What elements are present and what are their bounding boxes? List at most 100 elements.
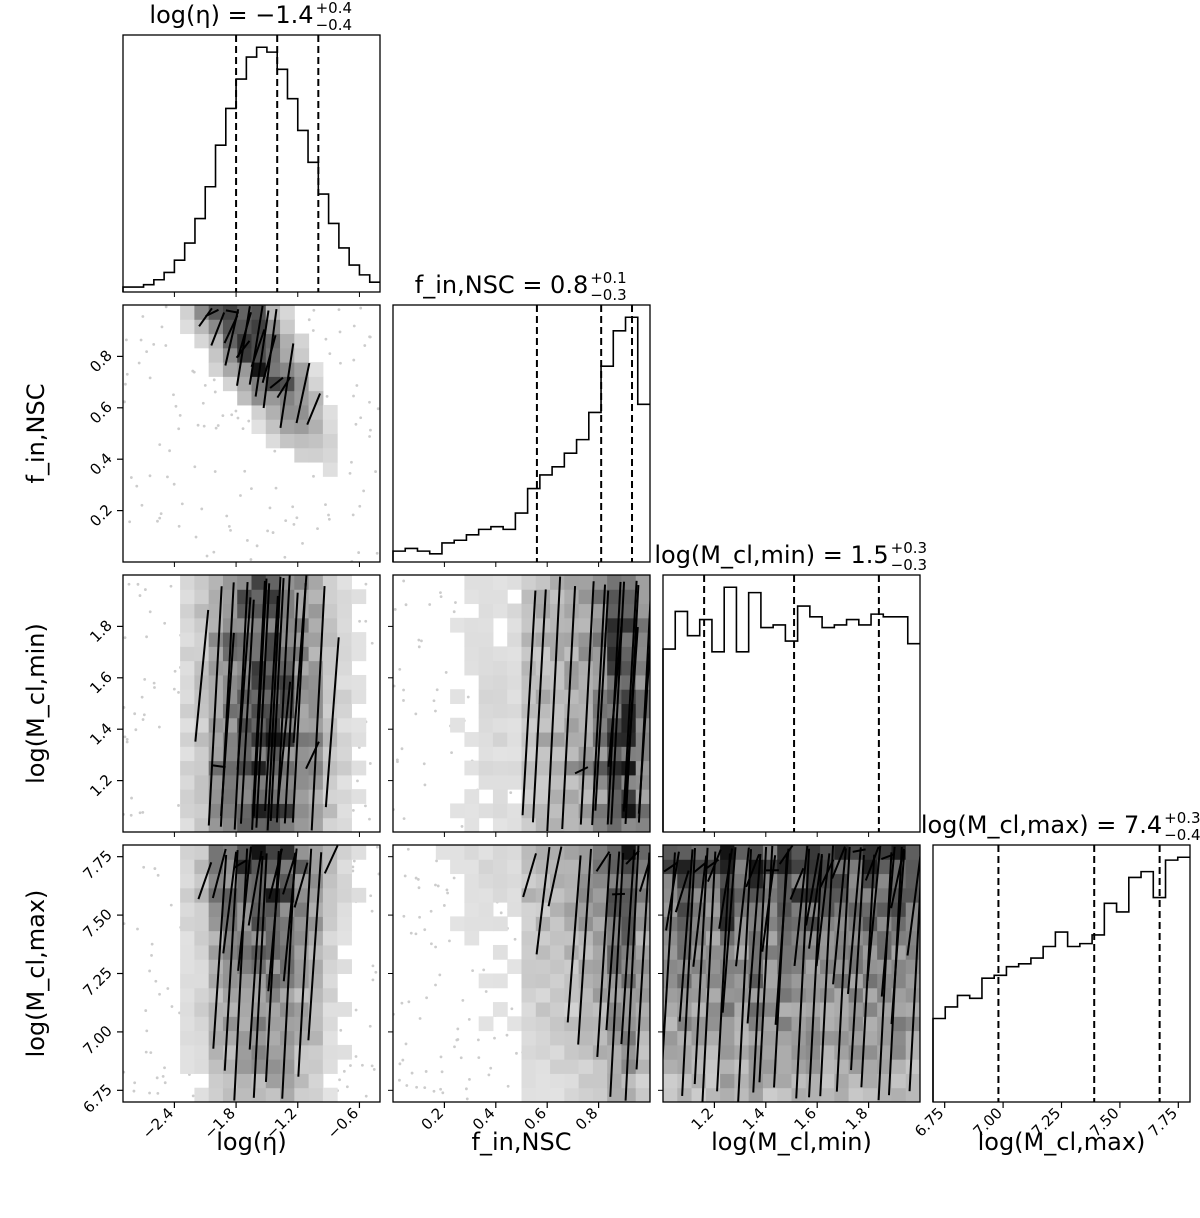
density-cell (208, 632, 224, 647)
density-cell (294, 1087, 310, 1102)
density-cell (265, 1059, 281, 1074)
scatter-point (393, 608, 397, 611)
scatter-point (239, 494, 242, 497)
density-cell (635, 803, 650, 819)
density-cell (351, 887, 367, 903)
density-cell (791, 1016, 807, 1032)
density-cell (478, 887, 494, 903)
density-cell (208, 916, 224, 932)
scatter-point (423, 783, 427, 787)
density-cell (507, 689, 522, 704)
density-cell (492, 717, 508, 733)
density-cell (820, 1044, 835, 1060)
density-cell (550, 930, 565, 946)
density-cell (521, 760, 537, 776)
density-cell (237, 689, 252, 704)
density-cell (564, 789, 580, 804)
density-cell (180, 902, 195, 917)
density-cell (507, 660, 522, 676)
scatter-point (193, 465, 197, 469)
density-cell (322, 1002, 338, 1017)
density-cell (492, 1002, 508, 1017)
density-cell (635, 632, 650, 647)
scatter-point (441, 1091, 445, 1095)
density-cell (834, 1030, 850, 1046)
scatter-point (283, 555, 287, 559)
density-cell (464, 660, 480, 676)
density-cell (337, 746, 352, 762)
density-cell (592, 873, 608, 889)
hist-log_eta (122, 46, 380, 292)
density-cell (180, 589, 195, 605)
scatter-point (452, 876, 456, 880)
density-cell (208, 1044, 224, 1060)
density-cell (265, 987, 281, 1003)
scatter-point (123, 400, 126, 404)
density-cell (308, 887, 324, 903)
contour-level-1 (194, 575, 340, 831)
density-cell (820, 887, 835, 903)
density-cell (564, 689, 580, 704)
density-cell (180, 674, 195, 690)
ytick-label-log_mcl_min-2: 1.6 (86, 668, 116, 698)
density-cell (521, 1044, 537, 1060)
scatter-point (460, 825, 464, 828)
density-cell (535, 845, 551, 860)
xtick-label-log_mcl_max-4: 7.75 (1145, 1104, 1181, 1140)
scatter-point (436, 884, 440, 888)
density-cell (777, 1016, 792, 1032)
panel-frame-diag-log_eta (122, 34, 381, 293)
density-cell (492, 789, 508, 804)
density-cell (592, 803, 608, 819)
density-cell (834, 1016, 850, 1032)
density-cell (677, 1087, 693, 1102)
scatter-point (351, 513, 355, 517)
density-cell (748, 873, 764, 889)
scatter-point (169, 584, 173, 588)
density-cell (208, 617, 224, 633)
density-cell (478, 859, 494, 875)
density-cell (180, 803, 195, 819)
scatter-point (221, 414, 225, 418)
density-cell (777, 859, 792, 875)
density-cell (294, 944, 310, 960)
scatter-point (328, 352, 332, 355)
density-cell (322, 404, 338, 420)
scatter-point (255, 544, 259, 548)
hist-log_mcl_max (932, 856, 1190, 1102)
density-cell (677, 859, 693, 875)
density-cell (891, 1087, 907, 1102)
ytick-label-log_mcl_min-1: 1.4 (86, 719, 116, 749)
scatter-point (439, 591, 442, 594)
scatter-point (359, 306, 363, 310)
density-cell (734, 916, 750, 932)
density-cell (621, 1059, 637, 1074)
density-cell (308, 404, 324, 420)
scatter-point (439, 1087, 442, 1091)
density-cell (862, 973, 878, 989)
scatter-point (358, 619, 361, 623)
scatter-point (140, 695, 144, 699)
density-cell (621, 973, 637, 989)
density-cell (748, 887, 764, 903)
density-cell (748, 930, 764, 946)
scatter-point (459, 1056, 463, 1060)
density-cell (337, 817, 352, 832)
density-cell (222, 376, 238, 392)
density-cell (877, 1044, 892, 1060)
density-cell (550, 589, 565, 605)
density-cell (905, 959, 920, 974)
density-cell (705, 959, 721, 974)
scatter-point (158, 516, 162, 520)
density-cell (337, 603, 352, 619)
scatter-point (414, 712, 418, 716)
density-cell (635, 817, 650, 832)
density-cell (322, 617, 338, 633)
density-cell (180, 689, 195, 704)
density-cell (237, 1016, 252, 1032)
scatter-point (153, 686, 156, 689)
ytick-label-f_in_nsc-1: 0.4 (86, 449, 116, 479)
density-cell (564, 589, 580, 605)
density-cell (180, 987, 195, 1003)
scatter-point (338, 330, 342, 334)
